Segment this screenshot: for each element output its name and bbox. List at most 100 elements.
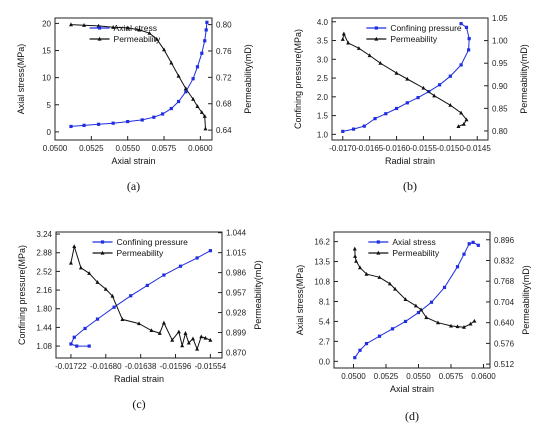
data-point-square [87, 344, 91, 348]
data-point-triangle [364, 271, 369, 276]
x-tick-label: 0.0600 [471, 372, 496, 381]
series-line-2 [342, 32, 468, 127]
data-point-square [203, 39, 207, 43]
data-point-square [442, 285, 447, 290]
data-point-square [384, 112, 388, 116]
x-axis-label: Axial strain [390, 384, 434, 394]
y-right-tick-label: 0.832 [494, 256, 515, 265]
y-left-tick-label: 2.52 [36, 267, 52, 276]
data-point-square [403, 319, 408, 324]
x-tick-label: -0.0155 [410, 144, 438, 153]
data-point-triangle [190, 336, 195, 341]
data-point-triangle [464, 117, 469, 122]
data-point-square [126, 119, 130, 124]
data-point-square [145, 283, 149, 288]
data-point-triangle [352, 246, 357, 251]
data-point-triangle [387, 281, 392, 286]
data-point-square [448, 74, 452, 78]
data-point-square [362, 124, 366, 128]
data-point-triangle [353, 254, 358, 258]
data-point-triangle [82, 23, 87, 27]
y-left-tick-label: 2.88 [36, 249, 52, 258]
x-tick-label: -0.0170 [329, 144, 357, 153]
y-left-tick-label: 3.0 [317, 55, 329, 64]
data-point-triangle [424, 315, 429, 320]
data-point-triangle [393, 286, 398, 291]
y-left-tick-label: 1.44 [36, 323, 52, 332]
data-point-triangle [432, 93, 437, 98]
data-point-triangle [195, 346, 200, 351]
data-point-triangle [455, 324, 460, 329]
legend-marker-triangle [376, 250, 381, 255]
data-point-square [416, 95, 420, 100]
data-point-triangle [462, 325, 466, 329]
legend-label: Permeability [390, 34, 438, 44]
data-point-triangle [341, 31, 346, 36]
x-axis-label: Radial strain [114, 374, 164, 384]
data-point-square [437, 83, 442, 87]
data-point-triangle [354, 258, 359, 263]
legend-marker-square [374, 26, 378, 30]
data-point-square [83, 326, 87, 331]
data-point-square [353, 356, 357, 360]
data-point-triangle [169, 60, 174, 65]
data-point-triangle [203, 335, 208, 340]
y-right-tick-label: 0.928 [226, 309, 247, 318]
data-point-square [205, 20, 209, 24]
data-point-triangle [186, 340, 191, 345]
data-point-square [471, 240, 475, 244]
data-point-triangle [110, 293, 115, 298]
data-point-square [467, 242, 471, 246]
y-right-axis-label: Permeability(mD) [243, 44, 253, 114]
data-point-triangle [199, 110, 204, 114]
y-right-tick-label: 0.768 [494, 277, 515, 286]
y-right-tick-label: 1.044 [226, 229, 247, 238]
data-point-square [208, 249, 212, 253]
data-point-triangle [137, 321, 141, 326]
data-point-square [390, 327, 395, 331]
data-point-triangle [72, 244, 77, 249]
y-right-tick-label: 0.896 [494, 236, 515, 245]
chart-panel-1: 0.0500 0.0525 0.0550 0.0575 0.0600 0 5 10 15 20 0.… [16, 17, 253, 193]
data-point-square [464, 25, 469, 29]
y-left-tick-label: 1.80 [36, 305, 52, 314]
y-left-tick-label: 0 [47, 128, 52, 137]
data-point-triangle [183, 331, 188, 335]
y-left-tick-label: 4.0 [317, 18, 329, 27]
data-point-triangle [449, 323, 453, 328]
data-point-triangle [161, 320, 166, 325]
data-point-square [169, 106, 173, 111]
data-point-square [162, 273, 166, 277]
y-left-tick-label: 8.1 [319, 297, 331, 306]
x-tick-label: 0.0500 [43, 144, 68, 153]
data-point-triangle [183, 86, 188, 91]
y-left-tick-label: 5.4 [319, 317, 331, 326]
data-point-square [140, 118, 144, 122]
data-point-triangle [367, 53, 372, 58]
chart-panel-2: -0.0170 -0.0165 -0.0160 -0.0155 -0.0150 -0.01… [293, 14, 529, 193]
data-point-square [178, 264, 183, 268]
data-point-triangle [405, 76, 410, 81]
data-point-triangle [137, 27, 142, 32]
y-right-tick-label: 0.72 [216, 73, 232, 82]
data-point-triangle [208, 337, 213, 342]
data-point-triangle [436, 320, 440, 325]
y-left-tick-label: 0.0 [319, 357, 331, 366]
data-point-triangle [340, 37, 345, 41]
data-point-square [176, 99, 181, 104]
x-tick-label: -0.01596 [160, 362, 192, 371]
legend-marker-square [100, 240, 105, 244]
plot-frame [333, 231, 491, 369]
y-left-tick-label: 2.16 [36, 286, 52, 295]
panel-caption: (b) [403, 179, 417, 193]
data-point-triangle [103, 286, 108, 291]
panel-caption: (c) [132, 397, 145, 411]
data-point-square [204, 28, 208, 32]
y-right-tick-label: 1.00 [492, 37, 508, 46]
series-line-1 [70, 250, 211, 347]
data-point-triangle [419, 307, 424, 312]
x-tick-label: 0.0550 [115, 144, 140, 153]
data-point-triangle [199, 334, 204, 339]
y-left-tick-label: 3.24 [36, 230, 52, 239]
